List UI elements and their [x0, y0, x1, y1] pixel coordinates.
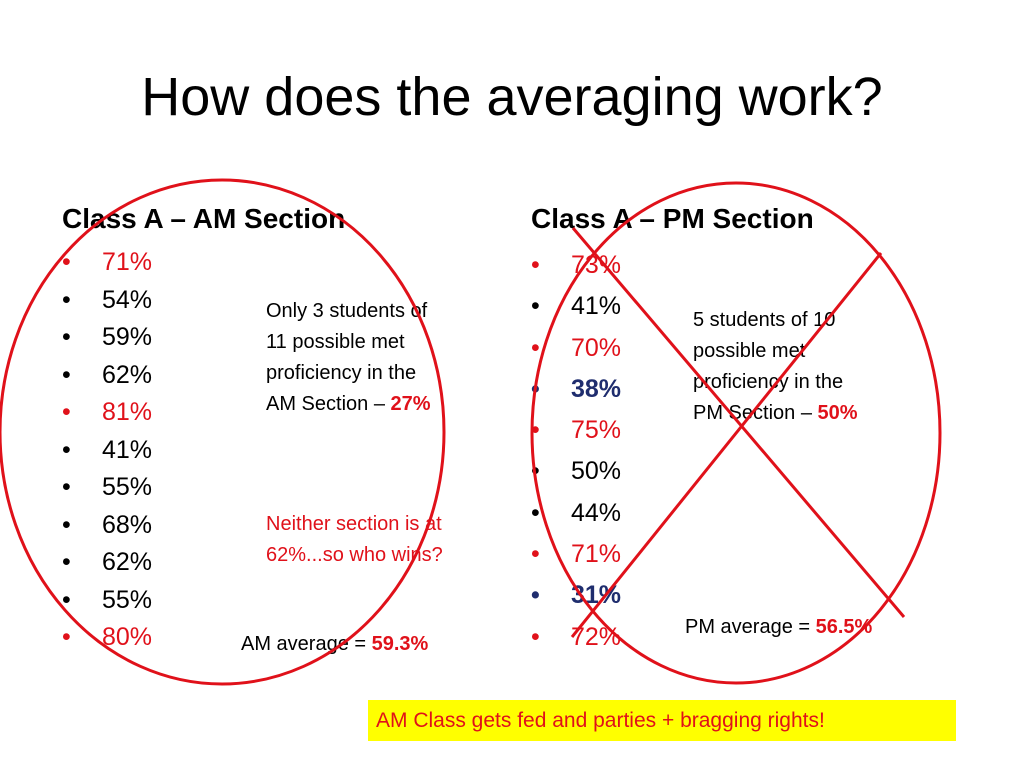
pm-score-list: • 73% • 41% • 70% • 38% • 75% • 50% • 44% • 71% … [531, 245, 621, 658]
list-item: • 70% [531, 328, 621, 369]
am-section-heading: Class A – AM Section [62, 203, 346, 234]
list-item: • 59% [62, 319, 152, 357]
score-value: 38% [571, 374, 622, 403]
pm-section-heading: Class A – PM Section [531, 203, 814, 234]
note-line: 5 students of 10 [693, 309, 836, 331]
list-item: • 71% [531, 534, 621, 575]
bullet-icon: • [62, 360, 71, 389]
bullet-icon: • [531, 622, 540, 651]
score-value: 55% [102, 585, 153, 614]
bullet-icon: • [531, 498, 540, 527]
am-proficiency-rate: 27% [390, 393, 431, 415]
note-line: proficiency in the [266, 362, 417, 384]
score-value: 44% [571, 498, 622, 527]
score-value: 80% [102, 623, 153, 651]
bullet-icon: • [531, 333, 540, 362]
bullet-icon: • [531, 251, 540, 279]
list-item: • 72% [531, 617, 621, 658]
score-value: 81% [102, 398, 153, 426]
pm-proficiency-note: 5 students of 10 possible met proficienc… [693, 305, 858, 429]
conclusion-banner: AM Class gets fed and parties + bragging… [368, 700, 956, 741]
note-line: proficiency in the [693, 371, 844, 393]
bullet-icon: • [62, 435, 71, 464]
list-item: • 44% [531, 493, 621, 534]
bullet-icon: • [62, 548, 71, 576]
pm-average: PM average = 56.5% [685, 612, 872, 643]
score-value: 62% [102, 360, 153, 389]
list-item: • 54% [62, 282, 152, 320]
list-item: • 75% [531, 410, 621, 451]
note-line: Neither section is at [266, 513, 442, 535]
list-item: • 62% [62, 544, 152, 582]
score-value: 73% [571, 251, 622, 279]
bullet-icon: • [531, 374, 540, 403]
bullet-icon: • [62, 623, 71, 651]
list-item: • 38% [531, 369, 621, 410]
note-line: AM Section – 27% [266, 389, 431, 420]
score-value: 50% [571, 457, 622, 486]
bullet-icon: • [531, 292, 540, 321]
score-value: 62% [102, 548, 153, 576]
score-value: 75% [571, 416, 622, 445]
middle-question-note: Neither section is at 62%...so who wins? [266, 509, 443, 571]
list-item: • 31% [531, 575, 621, 616]
score-value: 54% [102, 285, 153, 314]
list-item: • 68% [62, 507, 152, 545]
bullet-icon: • [62, 510, 71, 539]
am-score-list: • 71% • 54% • 59% • 62% • 81% • 41% • 55% • 68% … [62, 244, 152, 657]
note-line: Only 3 students of [266, 300, 428, 322]
bullet-icon: • [531, 540, 540, 569]
bullet-icon: • [62, 248, 71, 276]
list-item: • 73% [531, 245, 621, 286]
list-item: • 62% [62, 357, 152, 395]
bullet-icon: • [62, 285, 71, 314]
score-value: 55% [102, 473, 153, 501]
list-item: • 41% [531, 286, 621, 327]
score-value: 31% [571, 581, 622, 610]
score-value: 71% [571, 540, 622, 569]
bullet-icon: • [531, 581, 540, 610]
am-proficiency-note: Only 3 students of 11 possible met profi… [266, 296, 431, 420]
note-line: possible met [693, 340, 806, 362]
score-value: 41% [102, 435, 153, 464]
note-line: 11 possible met [266, 331, 405, 353]
am-average-value: 59.3% [371, 633, 429, 655]
score-value: 70% [571, 333, 622, 362]
average-label: AM average = [241, 633, 372, 655]
bullet-icon: • [62, 585, 71, 614]
list-item: • 71% [62, 244, 152, 282]
score-value: 72% [571, 622, 622, 651]
note-line: 62%...so who wins? [266, 544, 443, 566]
list-item: • 80% [62, 619, 152, 657]
score-value: 41% [571, 292, 622, 321]
score-value: 68% [102, 510, 153, 539]
list-item: • 50% [531, 451, 621, 492]
note-prefix: AM Section – [266, 393, 391, 415]
list-item: • 81% [62, 394, 152, 432]
note-line: PM Section – 50% [693, 398, 858, 429]
score-value: 59% [102, 323, 153, 351]
bullet-icon: • [62, 398, 71, 426]
list-item: • 41% [62, 432, 152, 470]
average-label: PM average = [685, 616, 816, 638]
slide-title: How does the averaging work? [141, 67, 883, 127]
list-item: • 55% [62, 469, 152, 507]
pm-proficiency-rate: 50% [817, 402, 858, 424]
score-value: 71% [102, 248, 153, 276]
bullet-icon: • [62, 323, 71, 351]
am-average: AM average = 59.3% [241, 629, 428, 660]
list-item: • 55% [62, 582, 152, 620]
note-prefix: PM Section – [693, 402, 818, 424]
bullet-icon: • [62, 473, 71, 501]
bullet-icon: • [531, 416, 540, 445]
bullet-icon: • [531, 457, 540, 486]
pm-average-value: 56.5% [815, 616, 873, 638]
